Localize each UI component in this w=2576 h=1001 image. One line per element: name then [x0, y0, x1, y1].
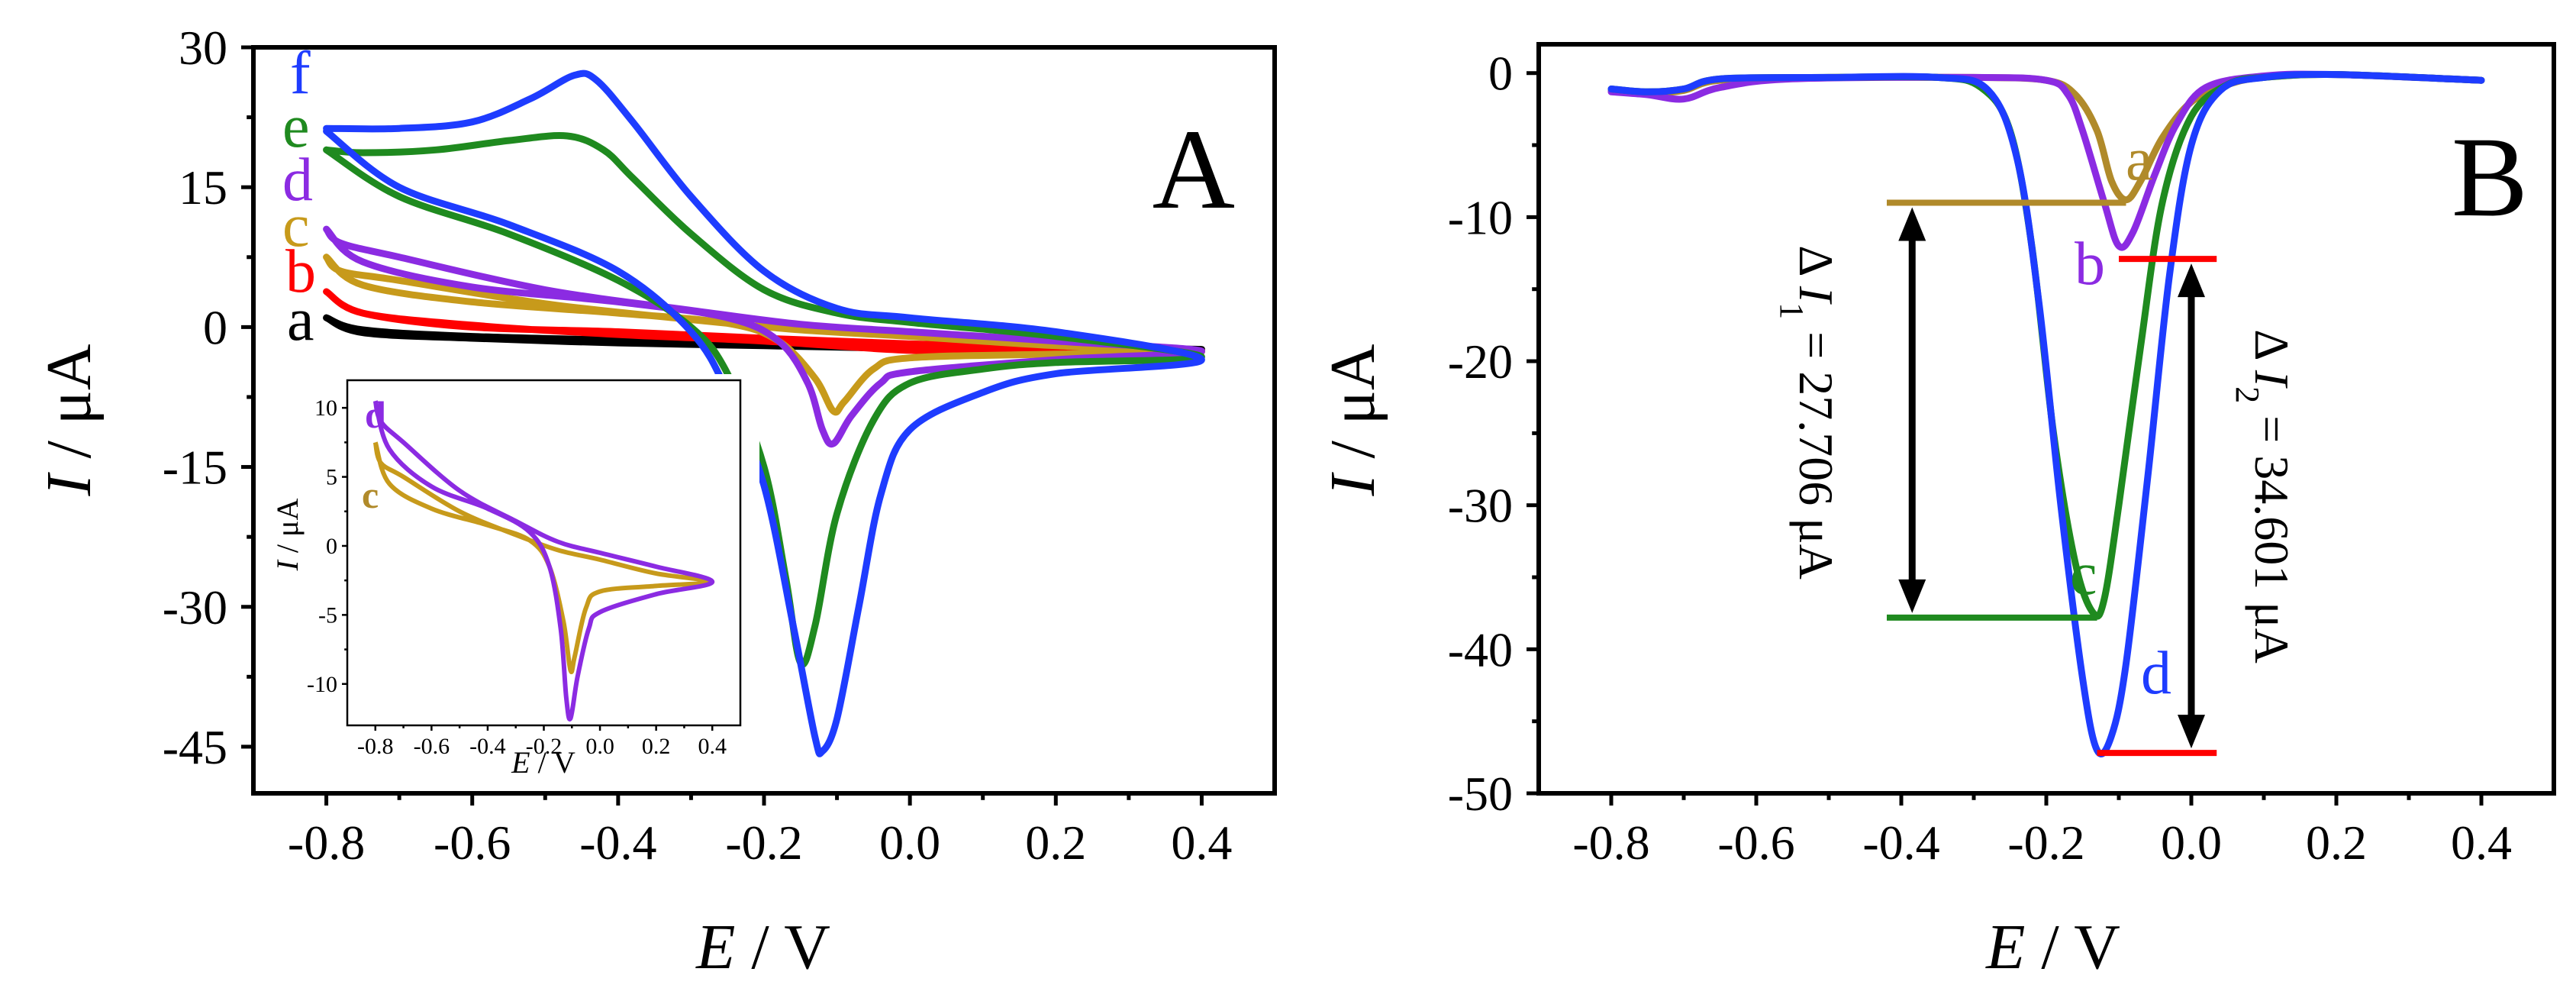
- curve-label-c: c: [282, 192, 310, 260]
- inset-x-axis-title: E / V: [511, 745, 575, 780]
- x-tick-label: -0.4: [469, 734, 506, 759]
- cv-curve-d: [323, 225, 1205, 448]
- x-tick-label: -0.6: [414, 734, 450, 759]
- panel-b-y-axis-title: I / μA: [1317, 344, 1388, 496]
- delta-i1-label: Δ I1 = 27.706 μA: [1774, 245, 1844, 580]
- inset-axes: -0.8 -0.6 -0.4 -0.2 0.0 0.2 0.4 10 5 0 -5 -10: [307, 396, 727, 759]
- cv-curve-c: [323, 253, 1205, 416]
- inset-curves: [372, 400, 715, 722]
- x-tick-label: 0.0: [2161, 815, 2222, 870]
- panel-b-axes: -0.8 -0.6 -0.4 -0.2 0.0 0.2 0.4 0 -10 -20 -30 -40 -5…: [1448, 47, 2512, 870]
- panel-a-x-axis-title: E / V: [695, 912, 830, 983]
- x-tick-label: -0.4: [579, 815, 656, 870]
- x-tick-label: -0.4: [1862, 815, 1939, 870]
- inset-y-axis-title: I / μA: [270, 499, 305, 572]
- curve-label-d: d: [2141, 640, 2171, 707]
- y-tick-label: 0: [203, 300, 227, 354]
- x-tick-label: -0.8: [288, 815, 365, 870]
- cv-curve-f: [323, 69, 1205, 757]
- y-tick-label: -10: [307, 672, 337, 697]
- x-tick-label: 0.4: [698, 734, 727, 759]
- x-tick-label: 0.4: [2451, 815, 2512, 870]
- inset-curve-label-c: c: [362, 473, 379, 516]
- x-tick-label: -0.6: [1717, 815, 1794, 870]
- panel-b-arrows: [1898, 207, 2205, 749]
- curve-label-a: a: [287, 286, 314, 354]
- panel-letter-a: A: [1153, 106, 1235, 233]
- curve-label-c: c: [2070, 541, 2097, 608]
- x-tick-label: 0.0: [585, 734, 614, 759]
- curve-label-e: e: [282, 93, 310, 160]
- x-tick-label: -0.2: [526, 734, 563, 759]
- x-tick-label: -0.2: [725, 815, 802, 870]
- y-tick-label: -20: [1448, 334, 1513, 389]
- delta-i2-label: Δ I2 = 34.601 μA: [2229, 329, 2300, 664]
- x-tick-label: -0.6: [434, 815, 511, 870]
- curve-label-d: d: [282, 147, 313, 214]
- panel-a-inset: -0.8 -0.6 -0.4 -0.2 0.0 0.2 0.4 10 5 0 -5 -10 d c E…: [270, 374, 759, 783]
- arrow-head-top-delta-i1: [1898, 207, 1926, 241]
- y-tick-label: 0: [326, 534, 337, 559]
- inset-curve-label-d: d: [365, 393, 386, 436]
- panel-b-x-axis-title: E / V: [1985, 912, 2120, 983]
- x-tick-label: -0.2: [2007, 815, 2084, 870]
- panel-b-curves: [1607, 70, 2485, 757]
- panel-b-reference-lines: [1887, 199, 2217, 757]
- y-tick-label: -50: [1448, 767, 1513, 821]
- y-tick-label: -30: [163, 580, 227, 635]
- arrow-head-top-delta-i2: [2178, 263, 2205, 298]
- panel-a-axes: -0.8 -0.6 -0.4 -0.2 0.0 0.2 0.4 30 15 0 -15 -30 -45: [163, 21, 1233, 870]
- cv-curve-e: [323, 132, 1205, 668]
- inset-cv-curve-c: [372, 441, 715, 674]
- x-tick-label: 0.2: [2306, 815, 2367, 870]
- dpv-curve-d: [1607, 70, 2485, 757]
- curve-label-b: b: [2075, 231, 2105, 298]
- y-tick-label: 15: [179, 160, 227, 215]
- panel-b-chart: -0.8 -0.6 -0.4 -0.2 0.0 0.2 0.4 0 -10 -20 -30 -40 -5…: [1317, 42, 2556, 983]
- x-tick-label: 0.4: [1171, 815, 1232, 870]
- x-tick-label: 0.2: [1025, 815, 1086, 870]
- panel-a-curves: [323, 69, 1205, 757]
- y-tick-label: -5: [318, 602, 337, 628]
- arrow-head-bottom-delta-i2: [2178, 715, 2205, 749]
- panel-a-chart: -0.8 -0.6 -0.4 -0.2 0.0 0.2 0.430150-15-30-45 …: [34, 21, 1277, 983]
- y-tick-label: 30: [179, 21, 227, 75]
- curve-label-a: a: [2126, 126, 2153, 193]
- x-tick-label: 0.2: [642, 734, 671, 759]
- y-tick-label: 10: [314, 396, 337, 421]
- x-tick-label: -0.8: [357, 734, 394, 759]
- y-tick-label: -10: [1448, 190, 1513, 244]
- y-tick-label: -40: [1448, 622, 1513, 676]
- y-tick-label: -15: [163, 441, 227, 495]
- curve-label-f: f: [290, 40, 311, 107]
- y-tick-label: -45: [163, 720, 227, 774]
- inset-cv-curve-d: [372, 400, 715, 722]
- y-tick-label: 5: [326, 465, 337, 490]
- y-tick-label: 0: [1488, 47, 1513, 101]
- curve-label-b: b: [285, 238, 316, 305]
- panel-a-y-axis-title: I / μA: [34, 344, 105, 496]
- y-tick-label: -30: [1448, 479, 1513, 533]
- arrow-head-bottom-delta-i1: [1898, 579, 1926, 613]
- x-tick-label: -0.8: [1572, 815, 1649, 870]
- x-tick-label: 0.0: [879, 815, 940, 870]
- panel-letter-b: B: [2452, 114, 2528, 241]
